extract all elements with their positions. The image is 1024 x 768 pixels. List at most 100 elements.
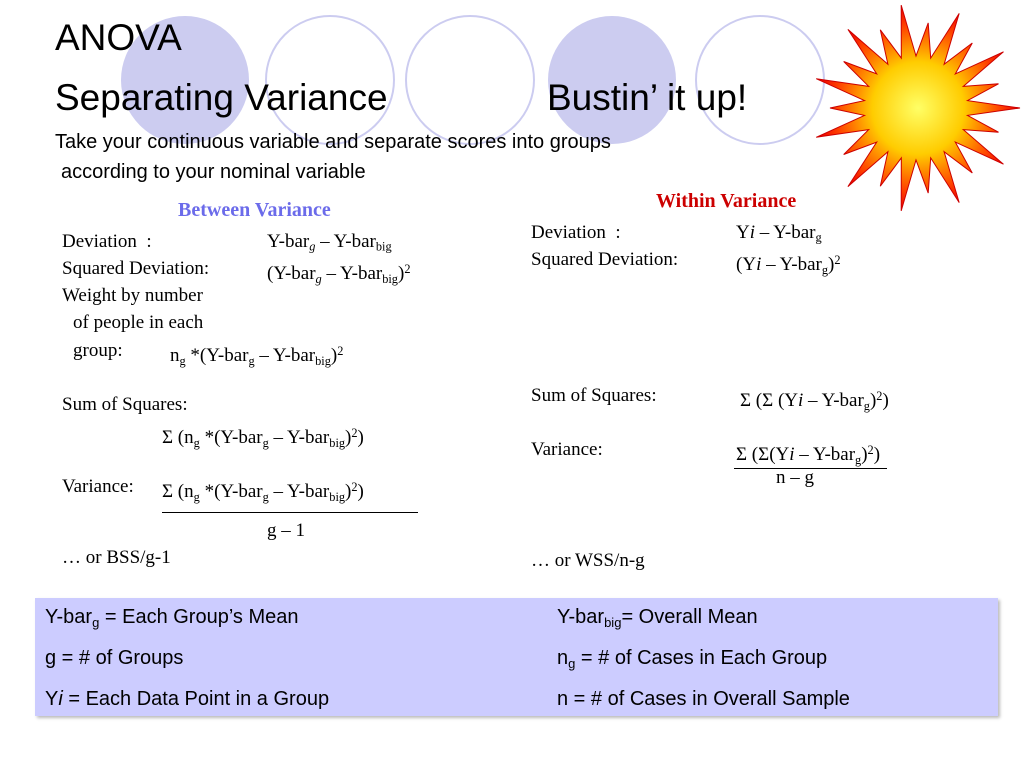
text-sub: g bbox=[815, 230, 822, 245]
legend-item: g = # of Groups bbox=[45, 647, 184, 669]
text-run: Y-bar bbox=[557, 606, 605, 628]
label: Weight by number bbox=[62, 285, 203, 306]
text-sub: g bbox=[92, 614, 100, 630]
text-run: Y-bar bbox=[267, 231, 310, 252]
text-run: = Each Data Point in a Group bbox=[62, 688, 330, 710]
subtitle: according to your nominal variable bbox=[61, 161, 366, 183]
text-sub: g bbox=[568, 655, 576, 671]
fraction-rule bbox=[162, 512, 418, 513]
text-sub: big bbox=[329, 489, 346, 504]
title: ANOVA bbox=[55, 17, 182, 58]
text-sup: 2 bbox=[337, 344, 344, 358]
legend-box bbox=[35, 598, 998, 716]
label: … or BSS/g-1 bbox=[62, 547, 171, 568]
legend-item: Y-barbig= Overall Mean bbox=[557, 605, 758, 635]
text-run: (Y bbox=[736, 254, 757, 276]
text-run: Σ (Σ(Y bbox=[736, 444, 790, 466]
text-run: Σ (Σ (Y bbox=[740, 390, 798, 412]
text-run: = Overall Mean bbox=[621, 606, 758, 628]
text-run: ) bbox=[873, 444, 881, 466]
formula: n – g bbox=[776, 467, 814, 488]
deco-circle bbox=[121, 16, 249, 144]
text-run: ) bbox=[397, 263, 405, 285]
text-sub: g bbox=[262, 489, 269, 504]
text-run: ) bbox=[357, 427, 364, 449]
text-sub: big bbox=[382, 271, 398, 286]
formula: Σ (Σ (Yi – Y-barg)2) bbox=[740, 384, 889, 418]
text-sub: big bbox=[375, 239, 392, 254]
formula: (Yi – Y-barg)2 bbox=[736, 248, 841, 282]
text-run: = # of Cases in Each Group bbox=[575, 647, 828, 669]
text-isub: g bbox=[315, 271, 322, 286]
text-run: ) bbox=[345, 427, 352, 449]
text-run: Σ (n bbox=[162, 481, 194, 503]
label: Variance: bbox=[531, 439, 603, 460]
text-sup: 2 bbox=[351, 426, 358, 440]
text-run: *(Y-bar bbox=[199, 427, 263, 449]
text-sub: big bbox=[604, 614, 622, 630]
text-run: Y-bar bbox=[45, 606, 93, 628]
text-sub: g bbox=[855, 452, 862, 467]
label: Deviation : bbox=[62, 231, 152, 252]
text-sub: big bbox=[315, 353, 331, 368]
text-run: Σ (n bbox=[162, 427, 194, 449]
text-sub: g bbox=[179, 353, 186, 368]
text-i: i bbox=[756, 254, 762, 276]
subtitle: Take your continuous variable and separa… bbox=[55, 131, 611, 153]
formula: ng *(Y-barg – Y-barbig)2 bbox=[170, 339, 343, 373]
text-sub: big bbox=[329, 435, 346, 450]
text-run: – Y-bar bbox=[268, 481, 330, 503]
formula: (Y-barg – Y-barbig)2 bbox=[267, 257, 410, 291]
legend-item: ng = # of Cases in Each Group bbox=[557, 646, 827, 676]
text-run: – Y-bar bbox=[803, 390, 864, 412]
text-run: – Y-bar bbox=[254, 345, 316, 367]
formula: Σ (Σ(Yi – Y-barg)2) bbox=[736, 438, 880, 472]
text-run: ) bbox=[861, 444, 868, 466]
title: Bustin’ it up! bbox=[547, 77, 748, 118]
text-run: – Y-bar bbox=[794, 444, 856, 466]
text-run: ) bbox=[330, 345, 338, 367]
fraction-rule bbox=[734, 468, 887, 469]
label: … or WSS/n-g bbox=[531, 550, 645, 571]
text-run: n bbox=[557, 647, 569, 669]
formula: Σ (ng *(Y-barg – Y-barbig)2) bbox=[162, 421, 364, 455]
label: of people in each bbox=[73, 312, 204, 333]
text-i: i bbox=[789, 444, 795, 466]
text-run: *(Y-bar bbox=[185, 345, 249, 367]
text-sup: 2 bbox=[834, 253, 841, 267]
text-run: ) bbox=[882, 390, 889, 412]
legend-item: Yi = Each Data Point in a Group bbox=[45, 687, 329, 711]
section-heading: Between Variance bbox=[178, 199, 331, 221]
text-sup: 2 bbox=[876, 389, 883, 403]
text-run: ) bbox=[357, 481, 364, 503]
label: Squared Deviation: bbox=[62, 258, 210, 279]
section-heading: Within Variance bbox=[656, 190, 797, 212]
text-run: = Each Group’s Mean bbox=[99, 606, 299, 628]
label: group: bbox=[73, 340, 123, 361]
text-i: i bbox=[58, 688, 63, 710]
formula: Σ (ng *(Y-barg – Y-barbig)2) bbox=[162, 475, 364, 509]
deco-circle bbox=[548, 16, 676, 144]
text-run: (Y-bar bbox=[267, 263, 316, 285]
text-run: ) bbox=[828, 254, 835, 276]
text-sup: 2 bbox=[867, 443, 874, 457]
deco-circle bbox=[265, 15, 395, 145]
starburst bbox=[815, 4, 1021, 212]
label: Sum of Squares: bbox=[531, 385, 657, 406]
text-i: i bbox=[749, 222, 756, 243]
decoration bbox=[121, 15, 825, 145]
text-run: – Y-bar bbox=[321, 263, 383, 285]
text-sup: 2 bbox=[404, 262, 411, 276]
text-sub: g bbox=[193, 435, 200, 450]
text-run: – Y-bar bbox=[755, 222, 816, 243]
text-run: ) bbox=[345, 481, 352, 503]
label: Squared Deviation: bbox=[531, 249, 679, 270]
text-isub: g bbox=[309, 239, 316, 254]
text-run: Y bbox=[45, 688, 59, 710]
text-run: ) bbox=[869, 390, 877, 412]
text-sub: g bbox=[262, 435, 269, 450]
text-run: – Y-bar bbox=[268, 427, 330, 449]
text-sub: g bbox=[821, 262, 829, 277]
text-run: Y bbox=[736, 222, 750, 243]
label: Deviation : bbox=[531, 222, 621, 243]
